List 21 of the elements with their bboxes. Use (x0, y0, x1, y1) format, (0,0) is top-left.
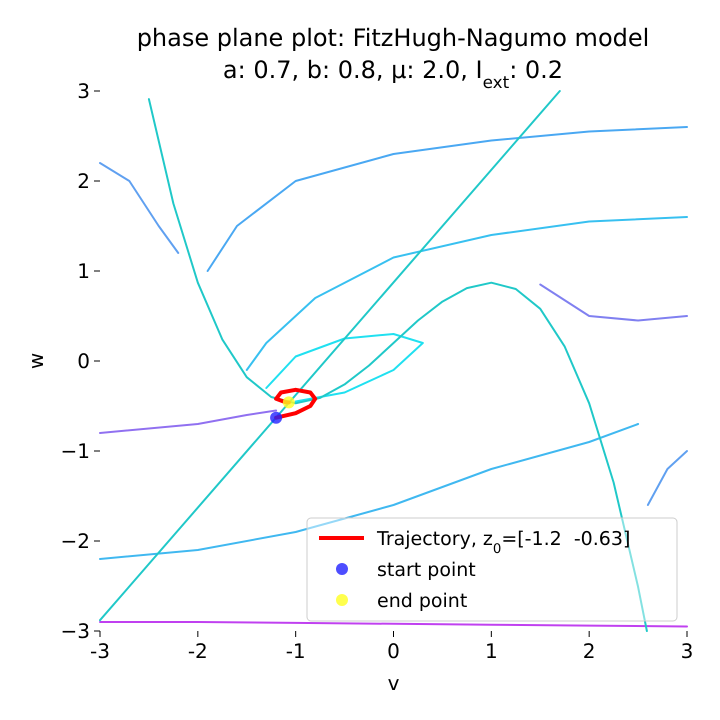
y-tick-label: −1 (60, 439, 90, 463)
x-tick-label: 2 (582, 639, 596, 663)
x-tick-label: 1 (484, 639, 498, 663)
x-tick-label: 3 (680, 639, 694, 663)
y-tick-label: 3 (77, 79, 90, 103)
y-axis-title: w (24, 352, 48, 370)
chart-title: phase plane plot: FitzHugh-Nagumo model (136, 24, 650, 52)
x-tick-label: -3 (90, 639, 110, 663)
chart-subtitle: a: 0.7, b: 0.8, μ: 2.0, I$_{ext}$: 0.2 (222, 56, 564, 92)
y-tick-label: −2 (60, 529, 90, 553)
y-tick-label: −3 (60, 619, 90, 643)
x-tick-label: -1 (286, 639, 306, 663)
legend-label: Trajectory, z$_{0}$=[-1.2 -0.63] (376, 528, 630, 556)
y-tick-label: 2 (77, 169, 90, 193)
legend-label: start point (377, 559, 476, 581)
x-tick-label: 0 (387, 639, 400, 663)
x-axis-title: v (388, 671, 400, 695)
y-tick-label: 0 (77, 349, 90, 373)
legend-label: end point (377, 590, 468, 612)
x-tick-label: -2 (188, 639, 208, 663)
y-tick-label: 1 (77, 259, 90, 283)
